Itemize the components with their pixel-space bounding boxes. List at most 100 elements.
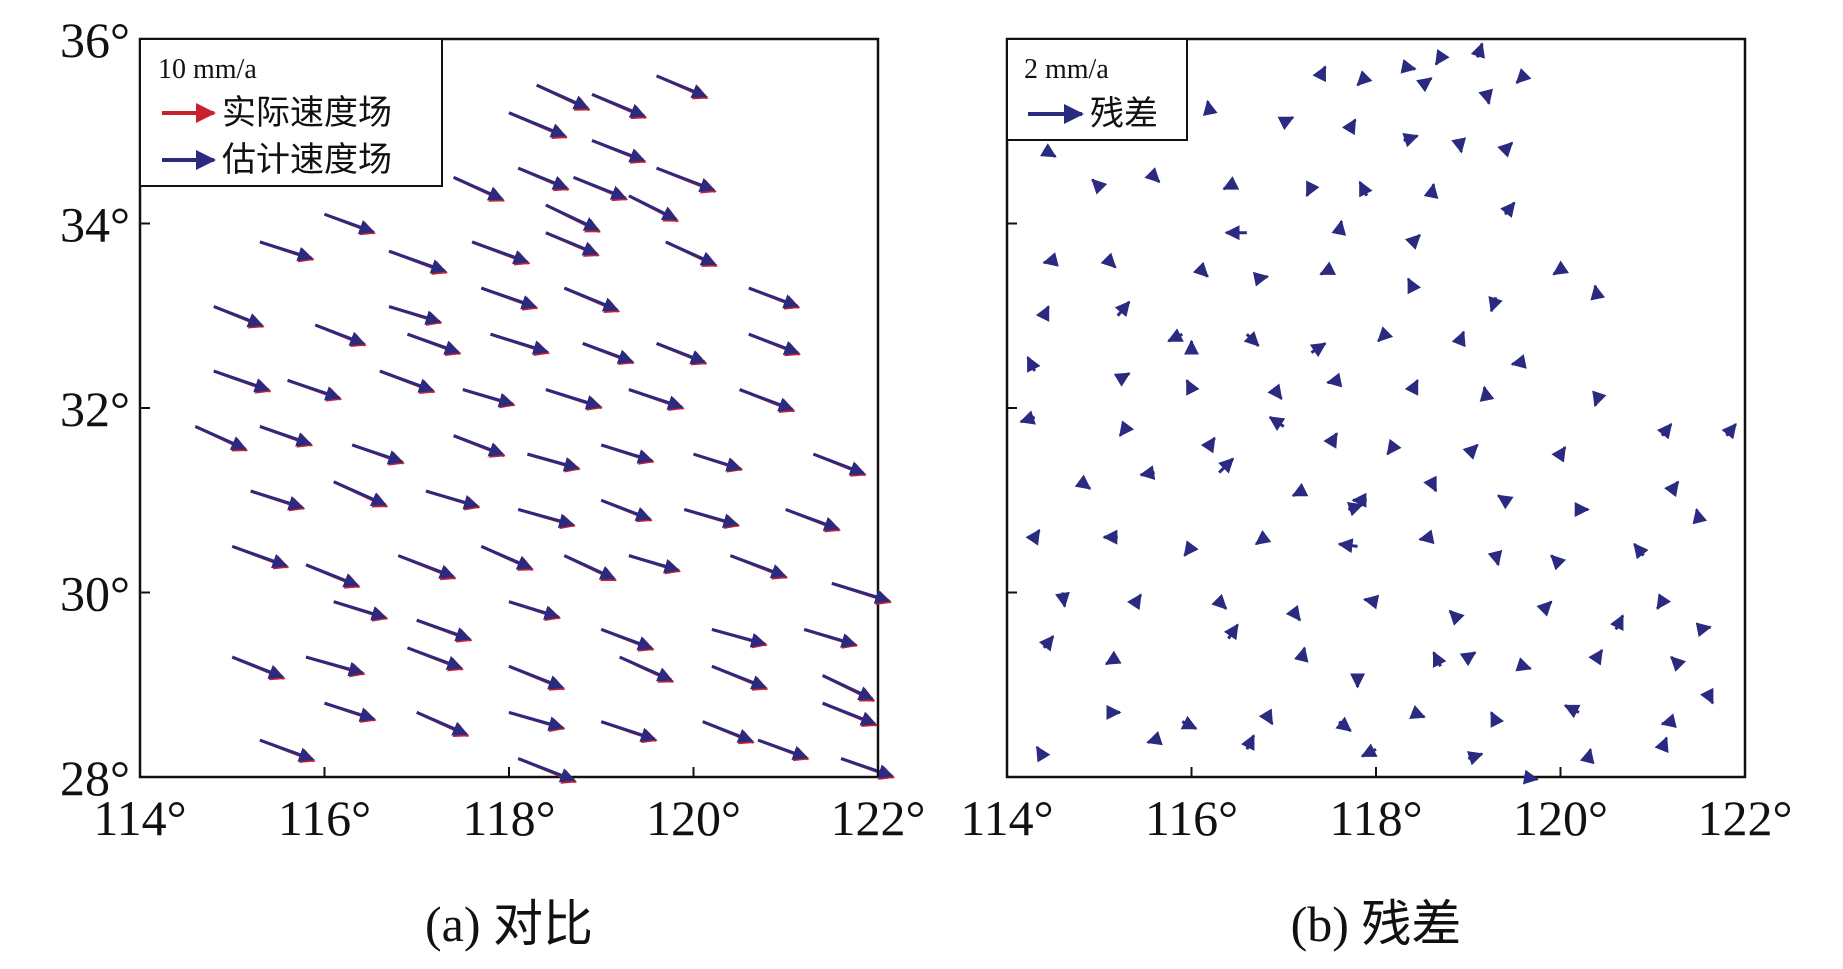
estimated-vector-arrow: [600, 627, 654, 651]
residual-vector-arrow: [1223, 623, 1239, 641]
estimated-vector-arrow: [729, 554, 787, 579]
estimated-vector-arrow: [803, 627, 857, 648]
estimated-vector-arrow: [388, 249, 447, 274]
residual-vector-arrow: [1448, 609, 1465, 626]
x-tick-label: 118°: [1329, 790, 1422, 846]
estimated-vector-arrow: [471, 240, 529, 265]
estimated-vector-arrow: [748, 332, 800, 356]
residual-vector-arrow: [1664, 480, 1680, 498]
estimated-vector-arrow: [416, 618, 471, 642]
residual-vector-arrow: [1309, 342, 1327, 358]
residual-vector-arrow: [1305, 180, 1320, 198]
estimated-vector-arrow: [757, 738, 809, 760]
estimated-vector-arrow: [462, 388, 515, 408]
residual-vector-arrow: [1670, 656, 1687, 672]
residual-vector-arrow: [1654, 736, 1669, 754]
estimated-vector-arrow: [545, 203, 600, 231]
x-tick-label: 120°: [646, 790, 741, 846]
estimated-vector-arrow: [194, 425, 247, 451]
residual-vector-arrow: [1409, 705, 1426, 719]
residual-vector-arrow: [1633, 542, 1649, 560]
estimated-vector-arrow: [231, 544, 288, 569]
panel-b-vectors: [1019, 42, 1737, 785]
residual-vector-arrow: [1180, 715, 1198, 730]
estimated-vector-arrow: [480, 286, 537, 310]
residual-vector-arrow: [1114, 300, 1131, 318]
residual-vector-arrow: [1144, 167, 1161, 184]
residual-vector-arrow: [1423, 182, 1439, 200]
residual-vector-arrow: [1038, 635, 1055, 652]
estimated-vector-arrow: [259, 425, 312, 447]
residual-vector-arrow: [1113, 372, 1131, 387]
residual-vector-arrow: [1432, 651, 1447, 668]
residual-vector-arrow: [1451, 330, 1466, 348]
residual-vector-arrow: [1319, 261, 1337, 276]
estimated-vector-arrow: [573, 175, 627, 200]
x-tick-label: 114°: [93, 790, 186, 846]
residual-vector-arrow: [1510, 354, 1527, 369]
estimated-vector-arrow: [425, 489, 479, 510]
estimated-vector-arrow: [508, 600, 560, 620]
residual-vector-arrow: [1695, 622, 1712, 638]
estimated-vector-arrow: [407, 332, 460, 355]
residual-vector-arrow: [1185, 378, 1200, 396]
residual-vector-arrow: [1479, 385, 1495, 402]
residual-vector-arrow: [1326, 372, 1343, 388]
residual-vector-arrow: [1167, 328, 1184, 343]
residual-vector-arrow: [1489, 711, 1505, 728]
estimated-vector-arrow: [739, 388, 794, 412]
estimated-vector-arrow: [388, 305, 441, 325]
residual-vector-arrow: [1515, 657, 1532, 672]
residual-vector-arrow: [1434, 48, 1450, 66]
panel-a-legend: 10 mm/a 实际速度场 估计速度场: [139, 38, 443, 187]
residual-vector-arrow: [1660, 713, 1677, 728]
x-tick-label: 122°: [831, 790, 926, 846]
estimated-vector-arrow: [831, 581, 891, 604]
estimated-vector-arrow: [323, 212, 375, 235]
residual-vector-arrow: [1192, 261, 1209, 278]
residual-vector-arrow: [1386, 438, 1402, 456]
estimated-vector-arrow: [628, 554, 680, 574]
residual-vector-arrow: [1404, 378, 1419, 396]
panel-a-caption: (a) 对比: [425, 896, 593, 952]
estimated-vector-arrow: [619, 655, 673, 682]
panel-a-vectors: [194, 74, 896, 784]
estimated-vector-arrow: [563, 554, 616, 580]
estimated-vector-arrow: [665, 240, 717, 266]
estimated-vector-arrow: [656, 74, 708, 99]
estimated-vector-arrow: [231, 655, 285, 679]
estimated-vector-arrow: [351, 443, 404, 465]
panel-a-legend-actual-label: 实际速度场: [222, 94, 392, 132]
panel-b-legend: 2 mm/a 残差: [1006, 38, 1188, 141]
residual-vector-arrow: [1588, 648, 1604, 666]
estimated-vector-arrow: [453, 434, 505, 457]
residual-vector-arrow: [1536, 600, 1553, 617]
estimated-vector-arrow: [683, 508, 739, 528]
residual-vector-arrow: [1592, 390, 1607, 408]
panel-b-frame: [1005, 37, 1747, 779]
residual-vector-arrow: [1551, 445, 1567, 463]
estimated-vector-arrow: [702, 720, 754, 743]
residual-vector-arrow: [1466, 751, 1484, 766]
estimated-vector-arrow: [628, 194, 678, 221]
residual-vector-arrow: [1341, 118, 1357, 136]
estimated-vector-arrow: [785, 508, 840, 532]
panel-a-legend-scale-label: 10 mm/a: [158, 54, 257, 85]
residual-vector-arrow: [1035, 745, 1051, 763]
panel-a-legend-estimated-label: 估计速度场: [222, 141, 392, 179]
estimated-vector-arrow: [591, 139, 645, 163]
residual-vector-arrow: [1360, 743, 1378, 758]
residual-vector-arrow: [1268, 415, 1286, 431]
residual-vector-arrow: [1258, 708, 1274, 726]
y-tick-label: 36°: [60, 12, 130, 68]
panel-a-comparison: 114° 116° 118° 120° 122° 28° 30° 32° 34° 36° 10 m…: [60, 12, 926, 952]
residual-vector-arrow: [1404, 233, 1421, 250]
residual-vector-arrow: [1656, 593, 1672, 610]
estimated-vector-arrow: [517, 166, 569, 190]
x-tick-label: 122°: [1698, 790, 1793, 846]
estimated-vector-arrow: [453, 176, 504, 201]
estimated-vector-arrow: [656, 342, 706, 365]
residual-vector-arrow: [1563, 704, 1581, 719]
estimated-vector-arrow: [822, 701, 877, 726]
residual-vector-arrow: [1267, 383, 1283, 400]
